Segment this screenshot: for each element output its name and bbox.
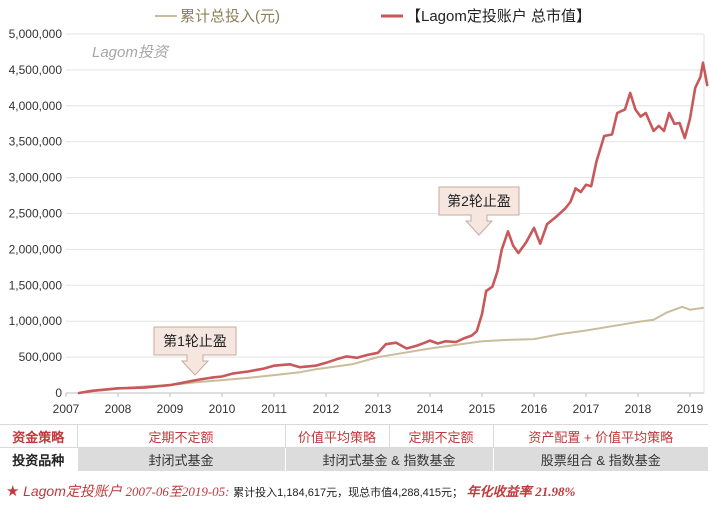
strategy-cell: 资产配置 + 价值平均策略 (492, 424, 708, 448)
gridlines (66, 33, 705, 393)
callout-label: 第2轮止盈 (447, 193, 511, 209)
y-tick-label: 2,000,000 (9, 242, 63, 256)
x-tick-label: 2015 (469, 402, 496, 416)
strategy-table: 资金策略 定期不定额 价值平均策略 定期不定额 资产配置 + 价值平均策略 投资… (0, 424, 708, 471)
product-cell: 封闭式基金 & 指数基金 (284, 447, 493, 471)
x-tick-label: 2010 (209, 402, 236, 416)
callout-label: 第1轮止盈 (163, 333, 227, 349)
y-tick-label: 2,500,000 (9, 207, 63, 221)
product-header: 投资品种 (0, 447, 77, 471)
y-tick-label: 3,500,000 (9, 135, 63, 149)
x-tick-label: 2009 (157, 402, 184, 416)
y-tick-label: 500,000 (19, 350, 63, 364)
x-tick-label: 2017 (573, 402, 600, 416)
strategy-row: 资金策略 定期不定额 价值平均策略 定期不定额 资产配置 + 价值平均策略 (0, 424, 708, 448)
y-tick-label: 5,000,000 (9, 27, 63, 41)
x-tick-label: 2019 (677, 402, 704, 416)
x-tick-label: 2008 (105, 402, 132, 416)
chart: 5,000,000 4,500,000 4,000,000 3,500,000 3,00… (9, 8, 709, 416)
product-cell: 股票组合 & 指数基金 (492, 447, 708, 471)
strategy-cell: 定期不定额 (76, 424, 285, 448)
x-tick-label: 2007 (53, 402, 80, 416)
footer-account: Lagom定投账户 (23, 483, 122, 499)
series-lines (77, 61, 709, 395)
footer-summary: 累计投入1,184,617元，现总市值4,288,415元； (233, 487, 464, 499)
strategy-cell: 定期不定额 (388, 424, 493, 448)
watermark: Lagom投资 (92, 44, 170, 61)
x-tick-label: 2014 (417, 402, 444, 416)
x-tick-label: 2016 (521, 402, 548, 416)
footer-period: 2007-06至2019-05: (125, 484, 230, 499)
legend: 累计总投入(元) 【Lagom定投账户 总市值】 (155, 8, 591, 25)
star-icon: ★ (6, 483, 20, 500)
y-tick-label: 3,000,000 (9, 171, 63, 185)
product-cell: 封闭式基金 (76, 447, 285, 471)
y-tick-label: 0 (55, 386, 62, 400)
product-row: 投资品种 封闭式基金 封闭式基金 & 指数基金 股票组合 & 指数基金 (0, 447, 708, 471)
footer-return-value: 21.98% (535, 484, 576, 499)
y-tick-label: 4,000,000 (9, 99, 63, 113)
y-tick-label: 1,500,000 (9, 278, 63, 292)
x-tick-label: 2013 (365, 402, 392, 416)
line-chart: 5,000,000 4,500,000 4,000,000 3,500,000 3,00… (9, 8, 709, 416)
annotations: 第1轮止盈 第2轮止盈 (153, 186, 520, 376)
x-tick-label: 2018 (625, 402, 652, 416)
legend-label: 【Lagom定投账户 总市值】 (406, 8, 591, 25)
legend-label: 累计总投入(元) (180, 8, 280, 25)
series-line-market-value (77, 61, 709, 395)
x-tick-label: 2011 (261, 402, 287, 416)
y-tick-label: 1,000,000 (9, 314, 63, 328)
strategy-header: 资金策略 (0, 424, 77, 448)
strategy-cell: 价值平均策略 (284, 424, 389, 448)
summary-footer: ★ Lagom定投账户 2007-06至2019-05: 累计投入1,184,6… (6, 480, 711, 502)
x-tick-label: 2012 (313, 402, 340, 416)
axes: 5,000,000 4,500,000 4,000,000 3,500,000 3,00… (9, 27, 704, 416)
y-tick-label: 4,500,000 (9, 63, 63, 77)
callout-box (153, 326, 237, 376)
footer-return-label: 年化收益率 (466, 484, 532, 499)
callout-box (438, 186, 520, 236)
